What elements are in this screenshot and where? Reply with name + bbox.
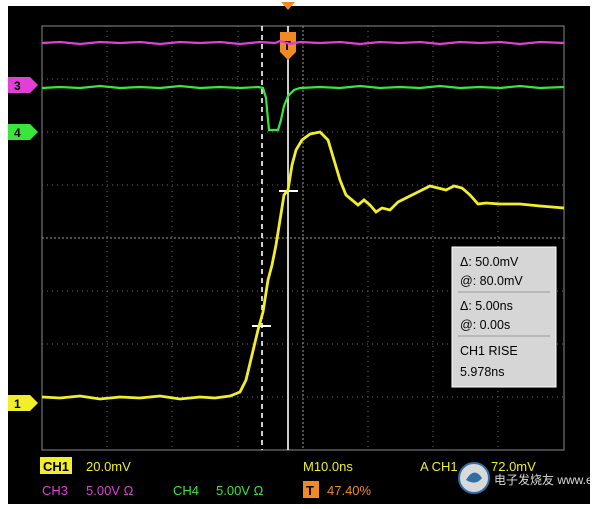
ch4-marker-label: 4 bbox=[14, 126, 21, 140]
at-voltage: @: 80.0mV bbox=[460, 274, 523, 288]
trigger-marker-label: T bbox=[283, 38, 291, 53]
ch1-marker[interactable]: 1 bbox=[8, 395, 38, 411]
readout-panel: Δ: 50.0mV @: 80.0mV Δ: 5.00ns @: 0.00s C… bbox=[451, 246, 557, 388]
at-time: @: 0.00s bbox=[460, 318, 510, 332]
ch1-trace bbox=[41, 130, 565, 401]
trigger-source[interactable]: A CH1 bbox=[420, 459, 458, 474]
watermark-text: 电子发烧友 www.elecfans.com bbox=[494, 472, 600, 487]
watermark: 电子发烧友 www.elecfans.com bbox=[458, 462, 600, 494]
timebase[interactable]: M10.0ns bbox=[303, 459, 353, 474]
trigger-level[interactable]: 72.0mV bbox=[491, 459, 536, 474]
ch4-scale: 5.00V Ω bbox=[216, 483, 264, 498]
ch3-marker[interactable]: 3 bbox=[8, 77, 38, 93]
trigger-position: 47.40% bbox=[327, 483, 372, 498]
trigger-position-badge[interactable] bbox=[303, 481, 319, 498]
trigger-position-badge-label: T bbox=[306, 483, 314, 498]
ch1-scale: 20.0mV bbox=[86, 459, 131, 474]
ch4-marker[interactable]: 4 bbox=[8, 124, 38, 140]
measure-value: 5.978ns bbox=[460, 365, 504, 379]
ch1-marker-label: 1 bbox=[14, 397, 21, 411]
ch3-trace bbox=[41, 39, 565, 46]
delta-time: Δ: 5.00ns bbox=[460, 299, 513, 313]
measure-title: CH1 RISE bbox=[460, 344, 518, 358]
ch3-scale: 5.00V Ω bbox=[86, 483, 134, 498]
ch1-label: CH1 bbox=[43, 459, 69, 474]
ch4-label[interactable]: CH4 bbox=[173, 483, 199, 498]
ch4-trace bbox=[41, 84, 565, 132]
ch3-marker-label: 3 bbox=[14, 79, 21, 93]
ch3-label[interactable]: CH3 bbox=[42, 483, 68, 498]
trigger-position-marker[interactable]: T bbox=[280, 2, 296, 60]
status-bar: CH1 20.0mV M10.0ns A CH1 72.0mV CH3 5.00… bbox=[40, 457, 536, 498]
delta-voltage: Δ: 50.0mV bbox=[460, 255, 519, 269]
ch1-badge[interactable] bbox=[40, 457, 72, 474]
